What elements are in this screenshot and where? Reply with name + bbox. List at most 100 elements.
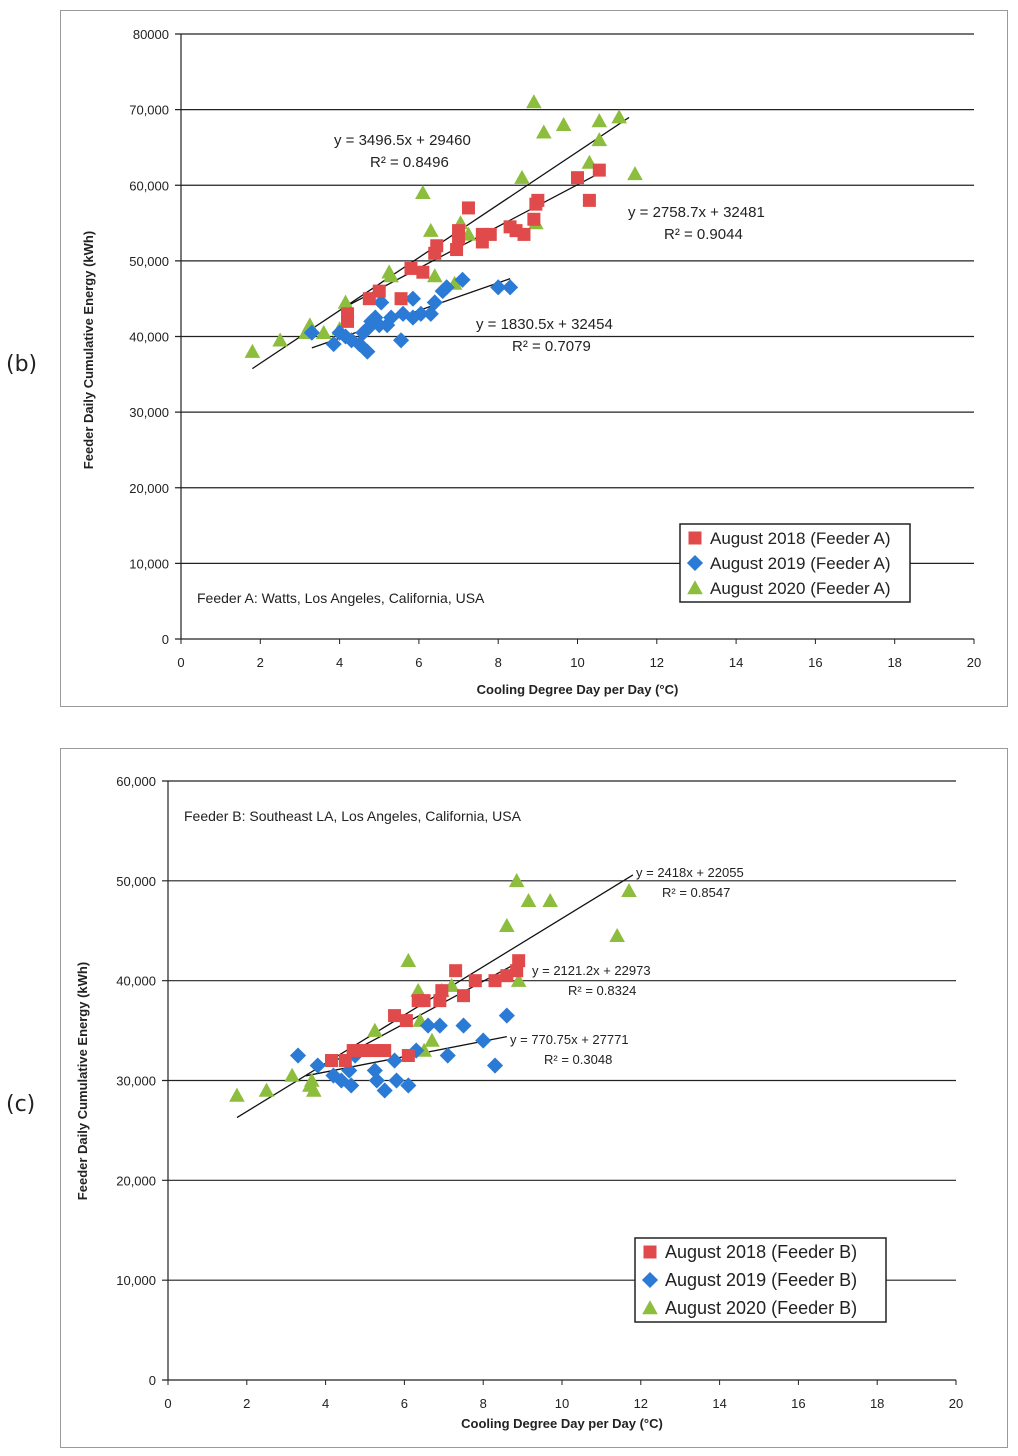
legend-marker-diamond [641,1271,659,1289]
x-tick-label: 6 [415,655,422,670]
x-tick-label: 16 [808,655,822,670]
y-tick-label: 60,000 [129,178,169,193]
panel-label-c: (c) [6,1092,36,1117]
data-point-diamond [475,1032,492,1049]
data-point-triangle [520,893,537,908]
data-point-diamond [343,1077,360,1094]
x-tick-label: 4 [336,655,343,670]
data-point-square [488,974,502,988]
trend-equation: y = 770.75x + 27771 [510,1032,629,1047]
data-point-diamond [455,1017,472,1034]
data-point-triangle [422,222,439,237]
y-tick-label: 70,000 [129,103,169,118]
data-point-diamond [426,294,443,311]
data-point-square [571,171,584,185]
y-tick-label: 50,000 [116,874,156,889]
data-point-square [325,1054,339,1068]
feeder-annotation: Feeder A: Watts, Los Angeles, California… [197,590,485,606]
data-point-diamond [388,1072,405,1089]
data-point-triangle [272,332,288,347]
data-point-square [417,994,431,1008]
legend-label: August 2019 (Feeder A) [710,554,891,573]
data-point-diamond [359,343,376,360]
legend-marker-triangle [642,1300,658,1315]
data-point-triangle [510,972,527,987]
data-point-square [452,224,466,238]
data-point-diamond [337,328,354,345]
data-point-diamond [373,294,390,311]
data-point-diamond [333,1072,350,1089]
data-point-triangle [555,116,572,131]
data-point-square [531,193,545,207]
data-point-triangle [400,952,417,967]
trend-equation: y = 2758.7x + 32481 [628,204,765,221]
x-tick-label: 8 [480,1396,487,1411]
x-tick-label: 18 [870,1396,884,1411]
data-point-square [401,1049,415,1063]
data-point-triangle [424,1032,440,1047]
data-point-diamond [325,336,342,353]
data-point-square [461,201,475,215]
data-point-square [449,964,463,978]
data-point-square [388,1009,402,1023]
y-tick-label: 60,000 [116,774,156,789]
data-point-square [527,212,541,226]
data-point-square [512,954,526,968]
data-point-square [399,1014,413,1028]
y-tick-label: 40,000 [129,330,169,345]
data-point-square [433,994,447,1008]
data-point-triangle [305,1082,322,1097]
x-tick-label: 12 [650,655,664,670]
trend-r-squared: R² = 0.3048 [544,1052,612,1067]
x-axis-title: Cooling Degree Day per Day (°C) [477,682,679,697]
trend-equation: y = 1830.5x + 32454 [476,316,613,333]
data-point-triangle [258,1082,275,1097]
x-tick-label: 12 [634,1396,648,1411]
data-point-triangle [611,109,627,124]
data-point-diamond [289,1047,307,1064]
x-tick-label: 8 [495,655,502,670]
legend-marker-square [688,531,702,545]
panel-label-b: (b) [6,352,38,377]
legend-box [679,523,911,603]
data-point-diamond [303,324,320,341]
data-point-diamond [431,1017,448,1034]
data-point-triangle [526,94,542,109]
data-point-triangle [514,169,530,184]
data-point-triangle [244,343,261,358]
legend-label: August 2018 (Feeder A) [710,529,891,548]
data-point-diamond [404,290,422,307]
y-tick-label: 20,000 [116,1173,156,1188]
x-tick-label: 18 [887,655,901,670]
trend-r-squared: R² = 0.7079 [512,338,591,355]
data-point-diamond [392,332,410,349]
trend-r-squared: R² = 0.8547 [662,885,730,900]
data-point-triangle [415,185,431,200]
data-point-diamond [454,271,471,288]
legend-marker-square [643,1245,657,1259]
data-point-square [468,974,482,988]
data-point-triangle [627,166,643,181]
legend-label: August 2020 (Feeder A) [710,579,891,598]
data-point-square [435,984,449,998]
data-point-square [404,261,418,275]
data-point-diamond [438,279,455,296]
y-tick-label: 0 [162,632,169,647]
data-point-square [366,1044,380,1058]
x-tick-label: 20 [949,1396,963,1411]
data-point-square [592,163,606,177]
trend-r-squared: R² = 0.9044 [664,226,743,243]
x-tick-label: 20 [967,655,981,670]
data-point-diamond [383,309,400,326]
x-tick-label: 10 [570,655,584,670]
x-tick-label: 4 [322,1396,329,1411]
data-point-square [341,307,355,321]
x-tick-label: 14 [712,1396,726,1411]
y-tick-label: 20,000 [129,481,169,496]
legend-label: August 2020 (Feeder B) [665,1298,857,1318]
trend-equation: y = 3496.5x + 29460 [334,132,471,149]
data-point-triangle [229,1087,245,1102]
chart-c: 0 10,000 20,000 30,000 40,000 50,000 60,000 0 2 4… [75,774,963,1431]
x-tick-label: 6 [401,1396,408,1411]
y-tick-label: 40,000 [116,974,156,989]
